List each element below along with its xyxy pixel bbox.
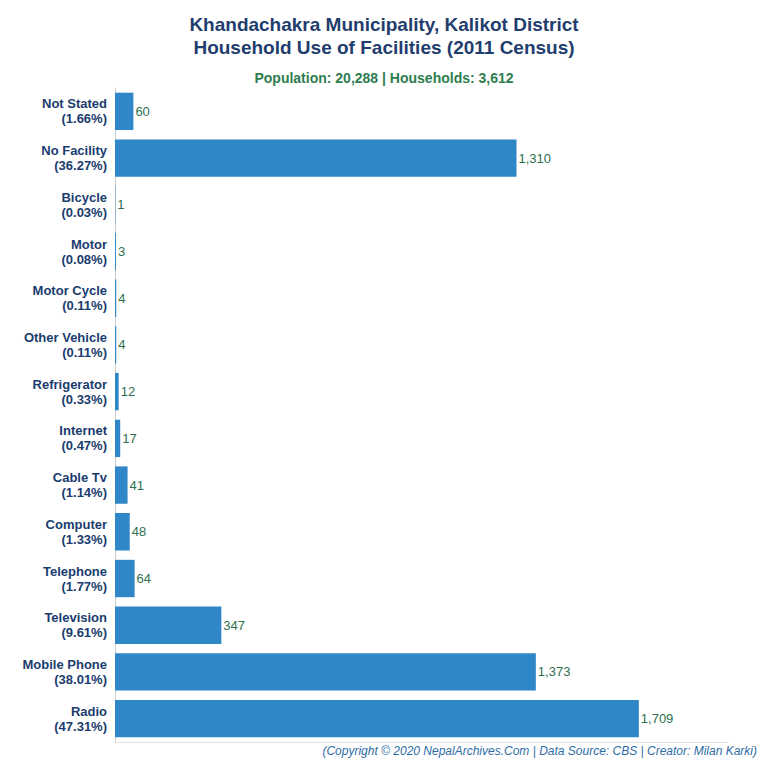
svg-text:64: 64 bbox=[137, 571, 151, 586]
svg-text:(0.11%): (0.11%) bbox=[62, 345, 107, 360]
svg-text:Radio: Radio bbox=[71, 704, 107, 719]
svg-text:4: 4 bbox=[118, 337, 125, 352]
svg-text:(36.27%): (36.27%) bbox=[54, 158, 107, 173]
svg-text:(47.31%): (47.31%) bbox=[54, 719, 107, 734]
svg-text:(1.33%): (1.33%) bbox=[61, 532, 107, 547]
svg-text:48: 48 bbox=[132, 524, 146, 539]
svg-text:Not Stated: Not Stated bbox=[42, 96, 107, 111]
svg-text:Motor Cycle: Motor Cycle bbox=[33, 283, 107, 298]
svg-text:(1.77%): (1.77%) bbox=[61, 579, 107, 594]
svg-text:(9.61%): (9.61%) bbox=[61, 625, 107, 640]
svg-text:(0.08%): (0.08%) bbox=[61, 252, 107, 267]
svg-text:1: 1 bbox=[117, 197, 124, 212]
svg-text:Motor: Motor bbox=[71, 237, 107, 252]
svg-text:Computer: Computer bbox=[46, 517, 107, 532]
svg-text:(38.01%): (38.01%) bbox=[54, 672, 107, 687]
svg-text:60: 60 bbox=[135, 104, 149, 119]
svg-text:(1.14%): (1.14%) bbox=[61, 485, 107, 500]
svg-text:(1.66%): (1.66%) bbox=[61, 111, 107, 126]
svg-text:41: 41 bbox=[130, 478, 144, 493]
svg-text:Population: 20,288 | Household: Population: 20,288 | Households: 3,612 bbox=[254, 70, 513, 86]
svg-text:(0.47%): (0.47%) bbox=[61, 438, 107, 453]
svg-text:12: 12 bbox=[121, 384, 135, 399]
svg-text:(Copyright © 2020 NepalArchive: (Copyright © 2020 NepalArchives.Com | Da… bbox=[322, 744, 757, 758]
svg-text:Television: Television bbox=[44, 610, 107, 625]
svg-text:Khandachakra Municipality, Kal: Khandachakra Municipality, Kalikot Distr… bbox=[189, 14, 579, 35]
svg-text:(0.11%): (0.11%) bbox=[62, 298, 107, 313]
svg-text:No Facility: No Facility bbox=[41, 143, 108, 158]
svg-text:(0.33%): (0.33%) bbox=[61, 392, 107, 407]
svg-text:Other Vehicle: Other Vehicle bbox=[24, 330, 107, 345]
svg-text:Bicycle: Bicycle bbox=[61, 190, 107, 205]
svg-text:17: 17 bbox=[122, 431, 136, 446]
svg-text:Mobile Phone: Mobile Phone bbox=[23, 657, 108, 672]
svg-text:1,310: 1,310 bbox=[519, 151, 552, 166]
svg-text:3: 3 bbox=[118, 244, 125, 259]
svg-text:Internet: Internet bbox=[59, 423, 107, 438]
svg-text:347: 347 bbox=[223, 618, 245, 633]
svg-text:1,709: 1,709 bbox=[641, 711, 674, 726]
svg-text:Cable Tv: Cable Tv bbox=[53, 470, 108, 485]
svg-text:Refrigerator: Refrigerator bbox=[33, 377, 107, 392]
svg-text:Household Use of Facilities (2: Household Use of Facilities (2011 Census… bbox=[193, 37, 574, 58]
svg-text:Telephone: Telephone bbox=[43, 564, 107, 579]
svg-text:4: 4 bbox=[118, 291, 125, 306]
svg-text:1,373: 1,373 bbox=[538, 664, 571, 679]
svg-text:(0.03%): (0.03%) bbox=[61, 205, 107, 220]
